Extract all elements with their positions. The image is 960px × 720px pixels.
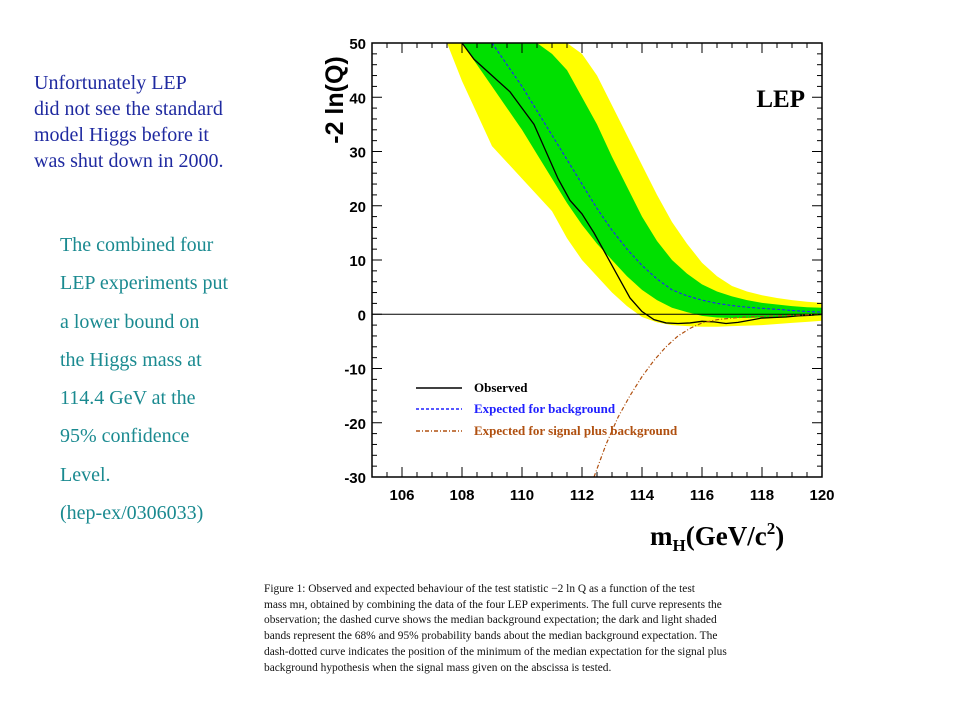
x-tick-label: 108 bbox=[449, 487, 474, 504]
caption-line: dash-dotted curve indicates the position… bbox=[264, 645, 727, 658]
caption-line: Figure 1: Observed and expected behaviou… bbox=[264, 583, 695, 595]
legend-label: Expected for signal plus background bbox=[474, 423, 678, 438]
expected-signal-line bbox=[593, 313, 822, 477]
details-line: The combined four bbox=[60, 234, 214, 256]
y-tick-label: -10 bbox=[344, 362, 366, 379]
x-axis-label-end: ) bbox=[775, 521, 784, 551]
x-axis-label-sup: 2 bbox=[767, 519, 776, 538]
caption-line: observation; the dashed curve shows the … bbox=[264, 614, 717, 627]
legend: Observed Expected for background Expected … bbox=[416, 380, 678, 438]
bands-layer bbox=[372, 43, 822, 327]
ticks-layer: 106 108 110 112 114 116 118 120 -30 -20 -10 0 10 20 30… bbox=[344, 36, 834, 504]
x-axis-label: mH(GeV/c2) bbox=[650, 519, 784, 555]
x-tick-label: 112 bbox=[570, 487, 594, 504]
band-68 bbox=[462, 43, 822, 319]
details-line: Level. bbox=[60, 463, 111, 486]
y-tick-label: 0 bbox=[358, 307, 366, 324]
intro-line: did not see the standard bbox=[34, 98, 223, 120]
details-line: 95% confidence bbox=[60, 425, 190, 448]
x-tick-label: 114 bbox=[630, 487, 655, 504]
y-tick-label: -20 bbox=[344, 416, 366, 433]
intro-line: was shut down in 2000. bbox=[34, 150, 224, 172]
caption-line: background hypothesis when the signal ma… bbox=[264, 661, 612, 674]
y-tick-label: 50 bbox=[349, 36, 366, 53]
chart-title: LEP bbox=[756, 86, 805, 113]
y-tick-label: 20 bbox=[349, 199, 366, 216]
details-line: (hep-ex/0306033) bbox=[60, 502, 204, 525]
x-tick-label: 120 bbox=[809, 487, 834, 504]
y-tick-label: 40 bbox=[349, 90, 366, 107]
x-axis-label-main: m bbox=[650, 521, 673, 551]
x-tick-label: 106 bbox=[389, 487, 414, 504]
details-line: LEP experiments put bbox=[60, 272, 229, 295]
x-tick-label: 116 bbox=[690, 487, 714, 504]
figure-caption: Figure 1: Observed and expected behaviou… bbox=[264, 582, 924, 676]
observed-line bbox=[461, 43, 822, 325]
details-line: the Higgs mass at bbox=[60, 348, 202, 371]
details-line: a lower bound on bbox=[60, 310, 200, 333]
legend-label: Expected for background bbox=[474, 401, 616, 416]
x-axis-label-sub: H bbox=[673, 536, 686, 555]
y-axis-label: -2 ln(Q) bbox=[321, 56, 349, 144]
intro-line: model Higgs before it bbox=[34, 124, 209, 146]
legend-label: Observed bbox=[474, 380, 528, 395]
details-line: 114.4 GeV at the bbox=[60, 387, 196, 410]
y-tick-label: 10 bbox=[349, 253, 366, 270]
expected-background-line bbox=[491, 43, 822, 313]
x-tick-label: 110 bbox=[510, 487, 534, 504]
x-axis-label-rest: (GeV/c bbox=[686, 521, 767, 551]
caption-line: mass mʜ, obtained by combining the data … bbox=[264, 598, 722, 611]
lep-chart: 106 108 110 112 114 116 118 120 -30 -20 -10 0 10 20 30… bbox=[321, 36, 835, 555]
x-tick-label: 118 bbox=[750, 487, 774, 504]
intro-text: Unfortunately LEP did not see the standa… bbox=[34, 70, 304, 174]
details-text: The combined four LEP experiments put a … bbox=[60, 226, 300, 532]
lines-layer bbox=[372, 43, 822, 477]
intro-line: Unfortunately LEP bbox=[34, 72, 187, 94]
y-tick-label: -30 bbox=[344, 470, 366, 487]
y-tick-label: 30 bbox=[349, 145, 366, 162]
caption-line: bands represent the 68% and 95% probabil… bbox=[264, 630, 718, 643]
